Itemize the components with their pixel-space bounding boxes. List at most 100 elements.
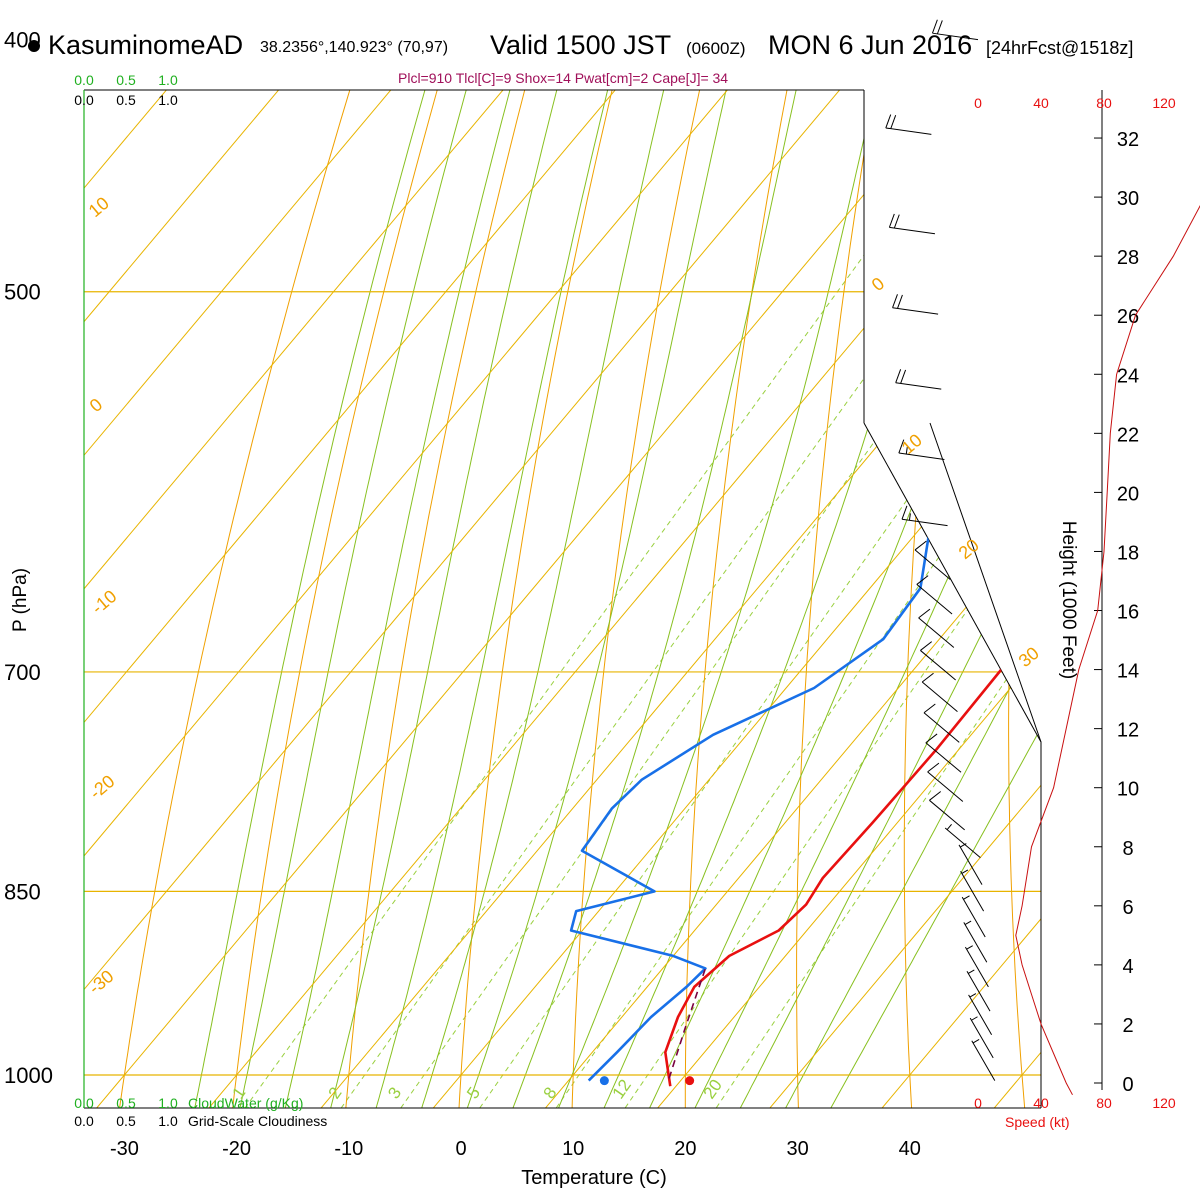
wind-barb [892, 294, 939, 315]
wind-barb [901, 505, 948, 527]
wind-barb-full [888, 213, 895, 228]
wind-barb-half [968, 969, 975, 974]
mixing-ratio-label: 3 [384, 1084, 405, 1103]
station-bullet-icon [28, 40, 40, 52]
wind-barb-full [931, 19, 938, 34]
height-tick-label: 16 [1117, 602, 1139, 624]
temperature-tick-label: -10 [334, 1138, 363, 1160]
speed-tick-label-top: 0 [974, 95, 982, 111]
height-axis-title: Height (1000 Feet) [1058, 521, 1079, 679]
cloud-fraction-scale-top: 1.0 [158, 92, 178, 108]
wind-barb-full [893, 214, 900, 229]
dry-adiabat [1110, 0, 1200, 1183]
height-tick-label: 18 [1117, 542, 1139, 564]
temperature-tick-label: 40 [899, 1138, 921, 1160]
wind-barb-full [920, 641, 933, 651]
cloud-fraction-scale-bottom: 1.0 [158, 1113, 178, 1129]
wind-barb-half [964, 920, 972, 925]
mixing-ratio-label: 20 [700, 1076, 726, 1102]
dry-adiabat-label: 10 [85, 193, 113, 221]
mixing-ratio-line [609, 90, 1041, 1108]
isotherm [84, 90, 470, 1108]
mixing-ratio-line [700, 90, 1041, 1108]
wind-barb [925, 733, 962, 773]
wind-barb-staff [966, 970, 991, 1012]
wind-barb-full [916, 575, 929, 585]
cloud-water-scale-top: 0.0 [74, 72, 94, 88]
wind-barb-full [918, 608, 931, 619]
temperature-tick-label: 20 [674, 1138, 696, 1160]
wind-barb [968, 993, 993, 1035]
dry-adiabat-label: -10 [88, 586, 121, 618]
moist-adiabat [683, 90, 1041, 1108]
cloud-fraction-scale-top: 0.0 [74, 92, 94, 108]
moist-adiabat [773, 90, 1041, 1108]
wind-barb-half [963, 895, 970, 900]
height-tick-label: 4 [1122, 956, 1133, 978]
isotherm [84, 90, 582, 1108]
wind-barb [963, 920, 988, 963]
height-tick-label: 12 [1117, 720, 1139, 742]
temperature-tick-label: 30 [786, 1138, 808, 1160]
moist-adiabat [234, 90, 651, 1108]
wind-barb-full [901, 505, 908, 520]
wind-barb-full [890, 115, 897, 129]
dry-adiabat [903, 90, 1041, 1108]
wind-barb-staff [971, 1040, 996, 1081]
dry-adiabat [108, 90, 566, 1108]
wind-barb [916, 575, 953, 615]
wind-barb-staff [961, 896, 986, 938]
cloud-fraction-scale-bottom: 0.0 [74, 1113, 94, 1129]
cloud-fraction-label: Grid-Scale Cloudiness [188, 1113, 327, 1129]
isotherm [84, 90, 919, 1108]
wind-guide-line [929, 422, 1042, 743]
wind-barb-staff [963, 922, 988, 963]
dewpoint-profile-line [569, 90, 1041, 1082]
wind-barb-staff [960, 871, 985, 912]
dry-adiabat [224, 90, 640, 1108]
pressure-tick-label: 500 [4, 280, 41, 305]
cloud-water-scale-top: 0.5 [116, 72, 136, 88]
cloud-water-scale-bottom: 0.0 [74, 1095, 94, 1111]
wind-barb-full [895, 369, 902, 383]
wind-barb-staff [932, 32, 979, 41]
wind-barb [966, 969, 991, 1012]
mixing-ratio-line [463, 90, 1041, 1108]
wind-barb-full [923, 703, 936, 714]
wind-barb [895, 369, 942, 390]
temperature-tick-label: -20 [222, 1138, 251, 1160]
temperature-tick-label: 10 [562, 1138, 584, 1160]
speed-tick-label-top: 40 [1033, 95, 1049, 111]
pressure-tick-label: 1000 [4, 1063, 53, 1088]
mixing-ratio-label: 5 [463, 1084, 484, 1103]
pressure-tick-label: 700 [4, 660, 41, 685]
speed-tick-label-bottom: 40 [1033, 1095, 1049, 1111]
wind-barb-staff [901, 518, 948, 527]
speed-tick-label-bottom: 120 [1152, 1095, 1176, 1111]
station-coordinates: 38.2356°,140.923° (70,97) [260, 39, 449, 56]
isotherm [84, 90, 1041, 1108]
wind-barb-staff [916, 584, 953, 615]
dry-adiabat [796, 90, 1013, 1108]
wind-barb [914, 540, 951, 580]
wind-barb-full [921, 672, 934, 683]
height-tick-label: 32 [1117, 129, 1139, 151]
pressure-tick-label: 850 [4, 879, 41, 904]
wind-barb-half [905, 447, 908, 455]
isotherm [818, 90, 1041, 1108]
cloud-water-scale-bottom: 1.0 [158, 1095, 178, 1111]
moist-adiabat [593, 90, 1041, 1108]
wind-barb-staff [923, 712, 960, 743]
wind-barb [920, 641, 956, 681]
speed-tick-label-top: 80 [1096, 95, 1112, 111]
dry-adiabat-label: 0 [86, 394, 107, 416]
dry-adiabat [339, 90, 715, 1108]
height-tick-label: 14 [1117, 661, 1139, 683]
dry-adiabat-label: 0 [868, 273, 889, 295]
moist-adiabat [279, 90, 688, 1108]
height-tick-label: 22 [1117, 424, 1139, 446]
speed-tick-label-bottom: 0 [974, 1095, 982, 1111]
height-tick-label: 24 [1117, 365, 1139, 387]
wind-barb-half [946, 823, 952, 830]
